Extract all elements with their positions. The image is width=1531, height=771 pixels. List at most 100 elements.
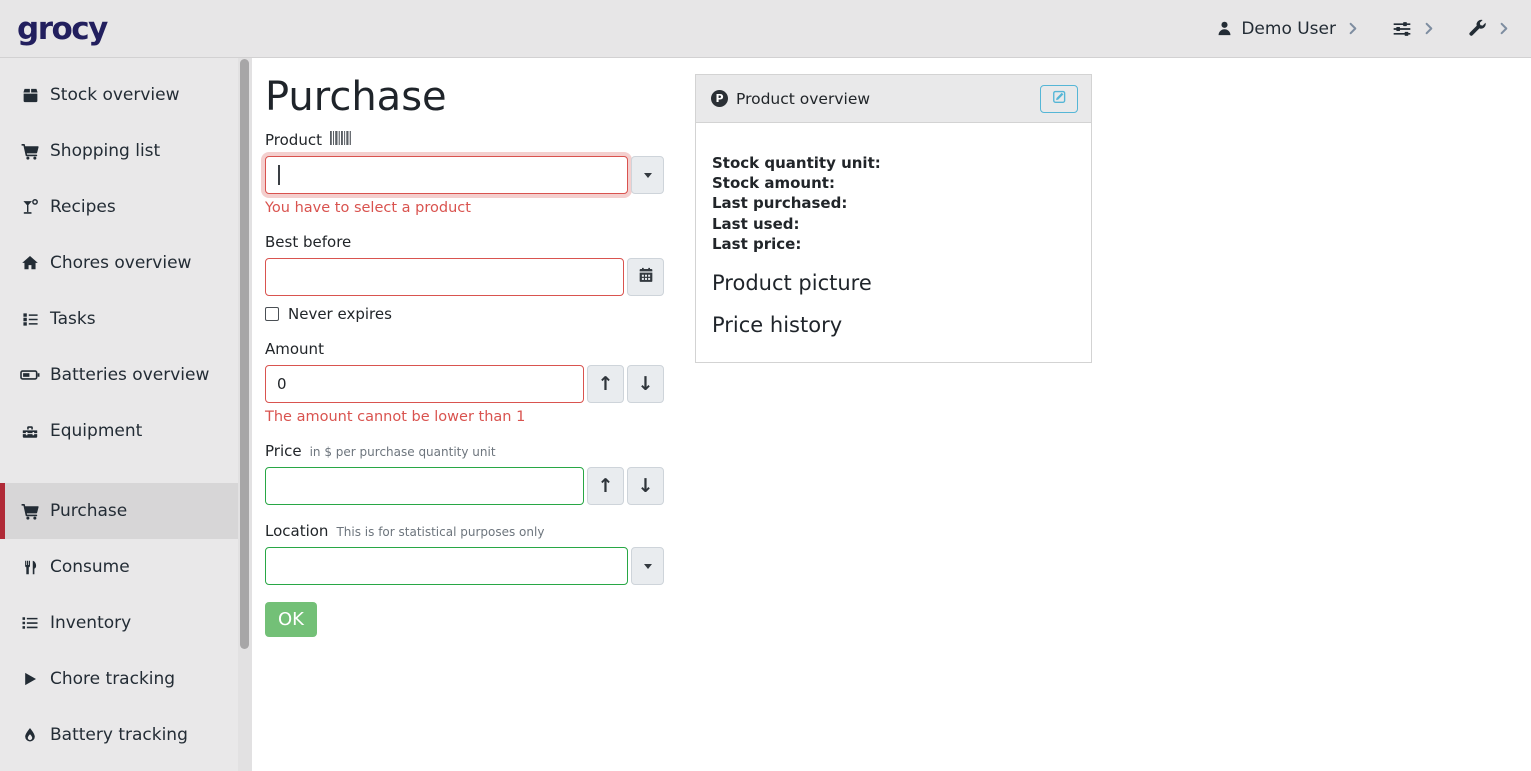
user-menu[interactable]: Demo User <box>1216 19 1336 39</box>
shopping-cart-icon <box>20 502 40 521</box>
product-error-text: You have to select a product <box>265 200 471 216</box>
home-icon <box>20 254 40 272</box>
price-increment-button[interactable]: ↑ <box>587 467 624 505</box>
user-icon <box>1216 20 1233 37</box>
sidebar-item-label: Chore tracking <box>50 669 176 689</box>
never-expires-row: Never expires <box>265 305 664 323</box>
text-caret <box>278 165 280 185</box>
product-input[interactable] <box>265 156 628 194</box>
amount-field-group: Amount ↑ ↓ The amount cannot be lower th… <box>265 340 664 425</box>
product-label: Product <box>265 131 322 149</box>
best-before-input[interactable] <box>265 258 624 296</box>
location-field-group: Location This is for statistical purpose… <box>265 522 664 585</box>
caret-down-icon <box>643 563 652 569</box>
sidebar-item-label: Stock overview <box>50 85 180 105</box>
never-expires-label: Never expires <box>288 305 392 323</box>
tasks-icon <box>20 311 40 328</box>
location-input[interactable] <box>265 547 628 585</box>
amount-decrement-button[interactable]: ↓ <box>627 365 664 403</box>
location-label: Location <box>265 522 329 540</box>
arrow-down-icon: ↓ <box>637 474 654 497</box>
sidebar-item-label: Purchase <box>50 501 128 521</box>
droplet-icon <box>20 727 40 743</box>
purchase-form: Purchase Product You have to select a p <box>265 73 664 637</box>
product-overview-title: Product overview <box>736 89 871 108</box>
wrench-icon <box>1468 19 1487 38</box>
sidebar-item-equipment[interactable]: Equipment <box>0 403 252 459</box>
sidebar-item-tasks[interactable]: Tasks <box>0 291 252 347</box>
sidebar-item-battery-tracking[interactable]: Battery tracking <box>0 707 252 763</box>
barcode-icon <box>329 131 352 149</box>
sidebar-item-label: Battery tracking <box>50 725 188 745</box>
sidebar-item-label: Recipes <box>50 197 116 217</box>
sidebar-item-purchase[interactable]: Purchase <box>0 483 252 539</box>
price-decrement-button[interactable]: ↓ <box>627 467 664 505</box>
sidebar-item-label: Inventory <box>50 613 132 633</box>
sidebar-item-chore-tracking[interactable]: Chore tracking <box>0 651 252 707</box>
sidebar-scrollbar-thumb[interactable] <box>240 59 249 649</box>
sidebar-item-recipes[interactable]: Recipes <box>0 179 252 235</box>
best-before-label: Best before <box>265 233 352 251</box>
caret-down-icon <box>643 172 652 178</box>
sidebar-scrollbar-track[interactable] <box>238 58 252 771</box>
stock-field-label: Last used: <box>712 214 800 233</box>
sidebar-item-label: Batteries overview <box>50 365 210 385</box>
cocktail-icon <box>20 198 40 216</box>
edit-icon <box>1052 89 1067 108</box>
sidebar-item-batteries-overview[interactable]: Batteries overview <box>0 347 252 403</box>
sliders-icon <box>1392 19 1412 39</box>
utensils-icon <box>20 559 40 576</box>
location-dropdown-button[interactable] <box>631 547 664 585</box>
chevron-right-icon <box>1496 21 1511 36</box>
stock-field-label: Last price: <box>712 234 802 253</box>
product-field-group: Product You have to select a product <box>265 131 664 216</box>
edit-product-button[interactable] <box>1040 84 1078 113</box>
chevron-right-icon <box>1421 21 1436 36</box>
sidebar-item-shopping-list[interactable]: Shopping list <box>0 123 252 179</box>
product-picture-heading: Product picture <box>712 271 872 296</box>
toolbox-icon <box>20 422 40 440</box>
sidebar-item-label: Consume <box>50 557 130 577</box>
sidebar-item-stock-overview[interactable]: Stock overview <box>0 67 252 123</box>
amount-error-text: The amount cannot be lower than 1 <box>265 409 526 425</box>
top-header: grocy Demo User <box>0 0 1531 58</box>
admin-menu[interactable] <box>1468 19 1487 38</box>
stock-field-label: Last purchased: <box>712 194 848 213</box>
play-icon <box>20 671 40 687</box>
stock-field-label: Stock amount: <box>712 174 835 193</box>
best-before-field-group: Best before Never expires <box>265 233 664 323</box>
amount-increment-button[interactable]: ↑ <box>587 365 624 403</box>
header-menu: Demo User <box>1216 19 1511 39</box>
sidebar-nav: Stock overview Shopping list Recipes Cho… <box>0 58 252 771</box>
amount-label: Amount <box>265 340 324 358</box>
product-dropdown-button[interactable] <box>631 156 664 194</box>
list-icon <box>20 614 40 632</box>
sidebar-item-label: Shopping list <box>50 141 161 161</box>
never-expires-checkbox[interactable] <box>265 307 279 321</box>
sidebar-item-label: Equipment <box>50 421 143 441</box>
arrow-up-icon: ↑ <box>597 372 614 395</box>
location-hint: This is for statistical purposes only <box>336 525 545 539</box>
sidebar-item-inventory[interactable]: Inventory <box>0 595 252 651</box>
ok-button[interactable]: OK <box>265 602 317 637</box>
price-field-group: Price in $ per purchase quantity unit ↑ … <box>265 442 664 505</box>
grocy-logo[interactable]: grocy <box>17 10 108 47</box>
box-icon <box>20 87 40 104</box>
settings-menu[interactable] <box>1392 19 1412 39</box>
product-overview-card: P Product overview Stock quantity unit: … <box>695 74 1092 364</box>
sidebar-item-chores-overview[interactable]: Chores overview <box>0 235 252 291</box>
price-hint: in $ per purchase quantity unit <box>309 445 496 459</box>
price-input[interactable] <box>265 467 584 505</box>
sidebar-item-label: Chores overview <box>50 253 192 273</box>
sidebar-item-label: Tasks <box>50 309 96 329</box>
product-circle-icon: P <box>711 90 728 107</box>
product-overview-header: P Product overview <box>696 75 1091 123</box>
sidebar-item-consume[interactable]: Consume <box>0 539 252 595</box>
arrow-down-icon: ↓ <box>637 372 654 395</box>
calendar-button[interactable] <box>627 258 664 296</box>
calendar-icon <box>638 267 654 287</box>
amount-input[interactable] <box>265 365 584 403</box>
price-label: Price <box>265 442 302 460</box>
user-label: Demo User <box>1241 18 1336 39</box>
battery-icon <box>20 365 40 385</box>
